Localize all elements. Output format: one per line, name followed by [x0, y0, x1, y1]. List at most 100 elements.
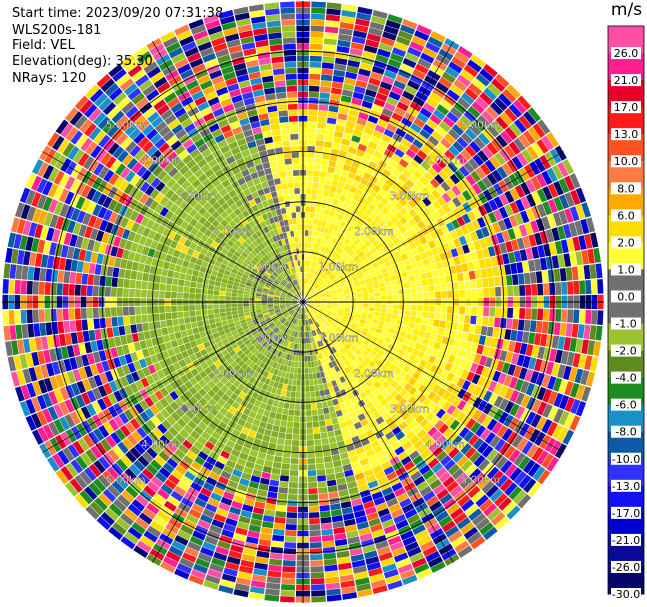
velocity-gate [343, 245, 350, 252]
velocity-gate [350, 220, 358, 228]
velocity-gate [553, 322, 561, 336]
velocity-gate [374, 353, 382, 361]
velocity-gate [226, 283, 233, 289]
velocity-gate [250, 338, 258, 345]
velocity-gate [454, 51, 470, 64]
velocity-gate [125, 485, 139, 499]
velocity-gate [322, 382, 329, 390]
velocity-gate [56, 308, 63, 321]
velocity-gate [495, 307, 502, 318]
velocity-gate [475, 425, 486, 437]
velocity-gate [404, 508, 418, 519]
velocity-gate [372, 184, 381, 193]
velocity-gate [160, 408, 171, 419]
velocity-gate [586, 217, 596, 233]
velocity-gate [381, 75, 395, 85]
velocity-gate [259, 532, 272, 541]
velocity-gate [501, 286, 508, 297]
velocity-gate [57, 321, 65, 334]
velocity-gate [310, 330, 314, 337]
velocity-gate [28, 337, 37, 352]
velocity-gate [261, 415, 269, 423]
velocity-gate [268, 291, 275, 295]
velocity-gate [483, 526, 498, 541]
velocity-gate [319, 207, 326, 215]
velocity-gate [261, 341, 268, 348]
velocity-gate [311, 367, 316, 374]
velocity-gate [145, 256, 153, 266]
velocity-gate [257, 327, 264, 333]
velocity-gate [289, 329, 293, 336]
velocity-gate [353, 255, 360, 262]
velocity-gate [164, 237, 173, 247]
velocity-gate [441, 290, 448, 299]
velocity-gate [428, 240, 436, 249]
velocity-gate [342, 463, 353, 472]
velocity-gate [272, 334, 278, 340]
velocity-gate [554, 349, 563, 364]
velocity-gate [279, 300, 285, 302]
velocity-gate [255, 556, 269, 565]
velocity-gate [327, 215, 333, 223]
velocity-gate [327, 317, 334, 323]
velocity-gate [422, 123, 435, 135]
velocity-gate [405, 430, 416, 440]
velocity-gate [389, 541, 404, 552]
velocity-gate [336, 226, 343, 234]
velocity-gate [48, 199, 59, 214]
velocity-gate [213, 290, 220, 296]
velocity-gate [311, 590, 326, 597]
velocity-gate [483, 63, 498, 78]
velocity-gate [259, 339, 266, 346]
velocity-gate [353, 320, 360, 325]
velocity-gate [265, 317, 272, 322]
velocity-gate [515, 392, 525, 406]
velocity-gate [297, 337, 301, 344]
velocity-gate [412, 399, 422, 410]
velocity-gate [393, 366, 402, 375]
velocity-gate [141, 314, 148, 323]
velocity-gate [8, 310, 15, 325]
velocity-gate [341, 269, 348, 275]
velocity-gate [306, 319, 309, 326]
velocity-gate [69, 179, 81, 193]
velocity-gate [464, 315, 471, 324]
velocity-gate [288, 316, 293, 322]
velocity-gate [427, 36, 444, 48]
velocity-gate [287, 415, 294, 422]
velocity-gate [478, 258, 487, 269]
velocity-gate [235, 396, 244, 405]
velocity-gate [307, 236, 312, 243]
velocity-gate [158, 290, 165, 299]
velocity-gate [124, 468, 137, 481]
velocity-gate [533, 333, 542, 346]
velocity-gate [298, 313, 301, 320]
velocity-gate [479, 522, 494, 536]
velocity-gate [375, 450, 386, 460]
velocity-gate [139, 254, 148, 264]
velocity-gate [129, 447, 142, 459]
velocity-gate [323, 330, 329, 337]
velocity-gate [264, 429, 272, 437]
velocity-gate [257, 381, 264, 389]
velocity-gate [371, 335, 379, 342]
velocity-gate [431, 162, 443, 174]
velocity-gate [362, 290, 369, 295]
velocity-gate [186, 434, 197, 445]
velocity-gate [469, 123, 482, 136]
velocity-gate [449, 485, 463, 498]
velocity-gate [82, 156, 95, 170]
velocity-gate [572, 236, 581, 251]
velocity-gate [277, 314, 284, 319]
velocity-gate [384, 260, 392, 268]
velocity-gate [357, 143, 368, 152]
velocity-gate [371, 262, 379, 269]
velocity-gate [259, 320, 266, 325]
velocity-gate [250, 289, 257, 294]
velocity-gate [510, 329, 518, 341]
velocity-gate [371, 276, 378, 282]
velocity-gate [226, 556, 241, 565]
velocity-gate [254, 501, 266, 509]
velocity-gate [289, 342, 294, 349]
velocity-gate [379, 513, 393, 523]
